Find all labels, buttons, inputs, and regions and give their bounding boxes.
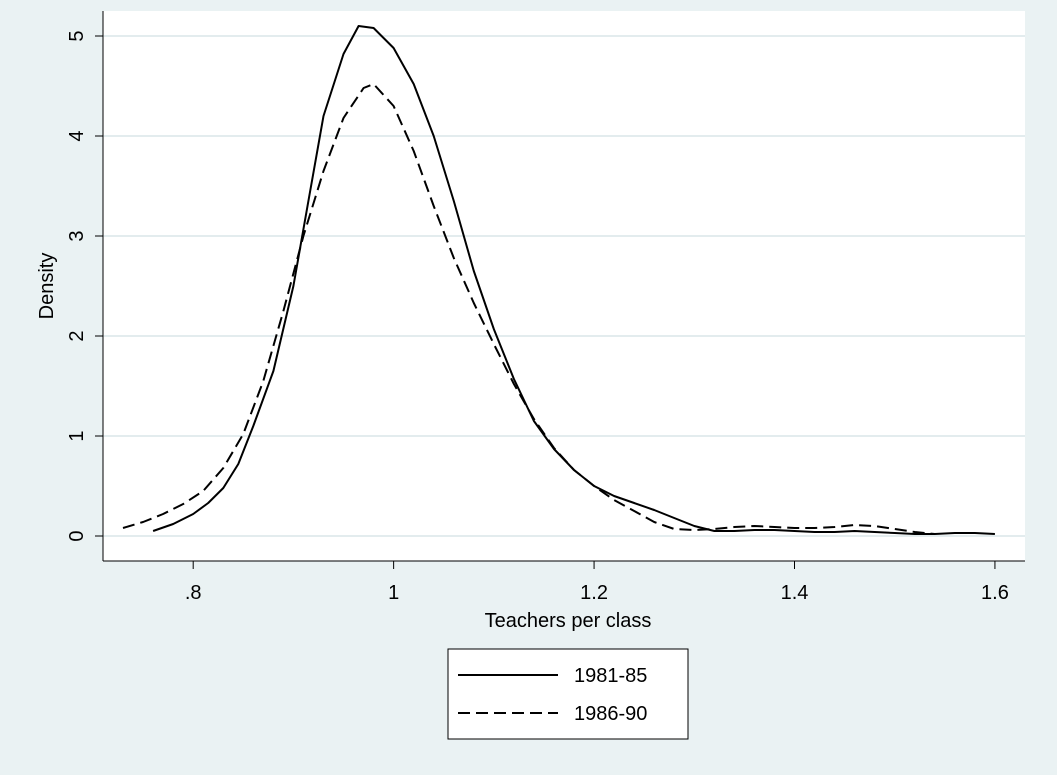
series-line-1986-90: [122, 83, 935, 535]
y-tick-label: 3: [66, 230, 88, 241]
y-axis-ticks: 0 1 2 3 4 5: [66, 30, 103, 542]
x-tick-label: 1.2: [580, 582, 608, 604]
y-axis-label: Density: [36, 253, 58, 320]
y-tick-label: 2: [66, 330, 88, 341]
x-tick-label: 1.4: [781, 582, 809, 604]
x-axis-label: Teachers per class: [485, 610, 652, 632]
legend: 1981-85 1986-90: [447, 648, 689, 740]
legend-box: [447, 648, 689, 740]
y-tick-label: 1: [66, 430, 88, 441]
x-tick-label: 1.6: [981, 582, 1009, 604]
legend-label-1981-85: 1981-85: [574, 665, 647, 687]
plot-area: [103, 11, 1025, 561]
legend-label-1986-90: 1986-90: [574, 703, 647, 725]
y-tick-label: 5: [66, 30, 88, 41]
gridlines: [103, 35, 1025, 537]
x-tick-label: .8: [185, 582, 202, 604]
series-lines: [122, 25, 995, 535]
y-tick-label: 4: [66, 130, 88, 141]
x-tick-label: 1: [388, 582, 399, 604]
y-tick-label: 0: [66, 530, 88, 541]
x-axis-ticks: .8 1 1.2 1.4 1.6: [185, 561, 1009, 604]
